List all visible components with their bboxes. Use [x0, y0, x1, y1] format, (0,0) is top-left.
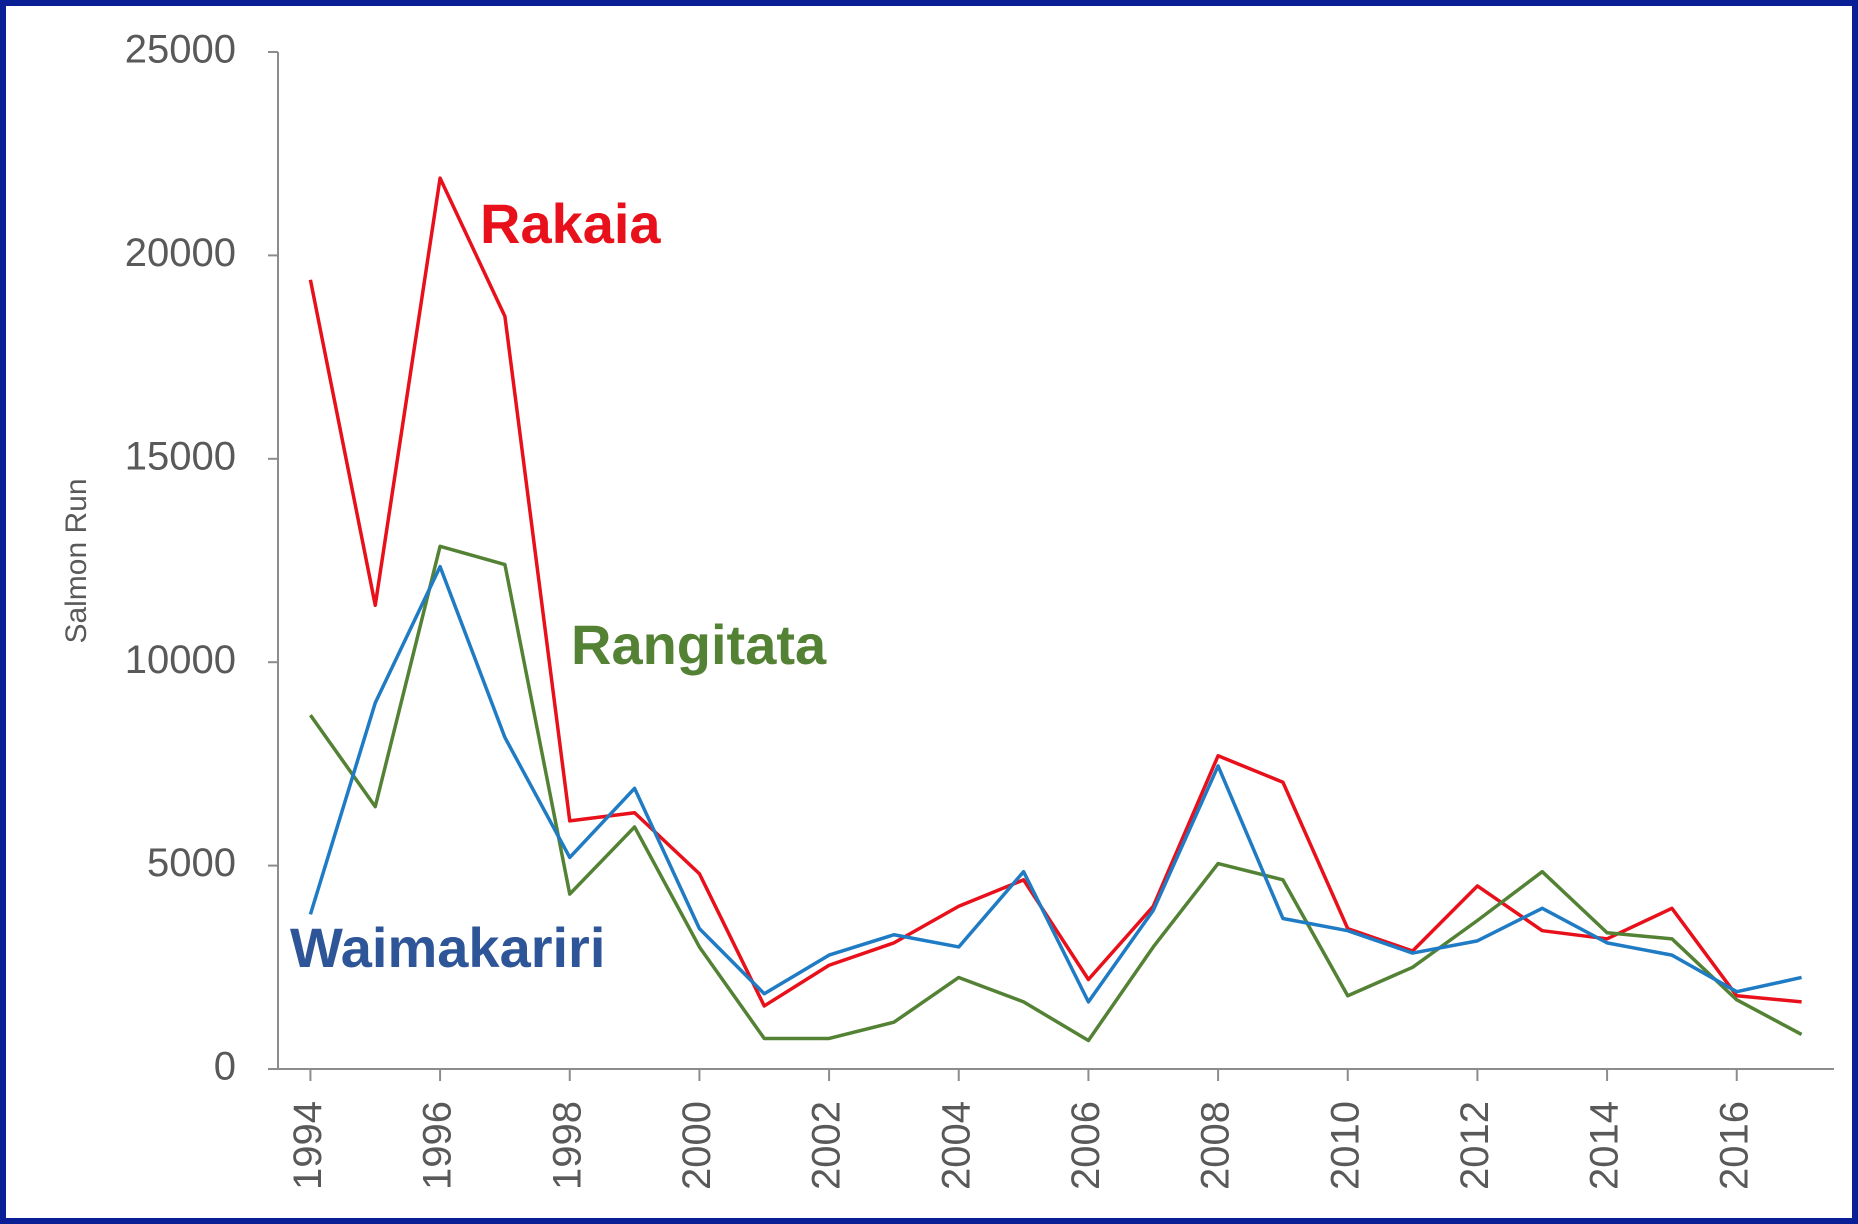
series-label: Rangitata	[571, 613, 827, 676]
x-tick-label: 2000	[675, 1101, 719, 1190]
x-tick-label: 2008	[1194, 1101, 1238, 1190]
y-tick-label: 5000	[147, 841, 236, 885]
x-tick-label: 2002	[805, 1101, 849, 1190]
chart: Salmon Run 0 5000 10000 15000 20000 25000 1994…	[6, 6, 1852, 1218]
y-axis-label: Salmon Run	[60, 478, 93, 643]
x-tick-label: 2004	[934, 1101, 978, 1190]
y-tick-label: 0	[214, 1045, 236, 1089]
x-tick-label: 2010	[1323, 1101, 1367, 1190]
series-line	[308, 564, 1802, 1004]
series-label: Waimakariri	[290, 916, 605, 979]
x-tick-label: 2014	[1583, 1101, 1627, 1190]
x-tick-label: 2012	[1453, 1101, 1497, 1190]
x-tick-label: 2006	[1064, 1101, 1108, 1190]
series-line	[308, 176, 1802, 1008]
y-tick-label: 15000	[125, 434, 236, 478]
y-tick-label: 10000	[125, 638, 236, 682]
x-tick-label: 2016	[1712, 1101, 1756, 1190]
y-tick-label: 20000	[125, 231, 236, 275]
x-tick-label: 1998	[545, 1101, 589, 1190]
y-tick-label: 25000	[125, 28, 236, 72]
x-tick-label: 1994	[286, 1101, 330, 1190]
x-tick-label: 1996	[416, 1101, 460, 1190]
series-label: Rakaia	[480, 192, 661, 255]
